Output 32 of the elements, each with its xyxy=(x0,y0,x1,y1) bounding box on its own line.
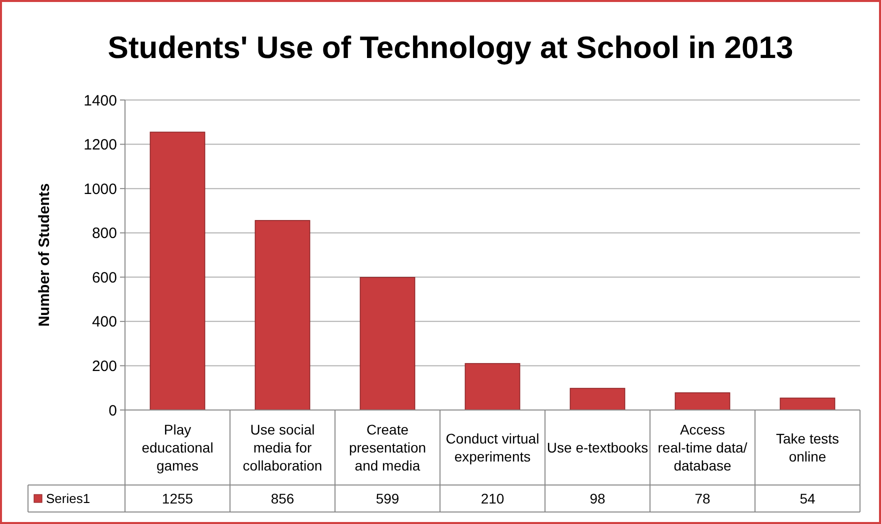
x-tick-label: Use e-textbooks xyxy=(546,439,648,456)
y-tick-label: 1400 xyxy=(84,92,117,110)
bar xyxy=(254,220,310,410)
data-label: 78 xyxy=(694,490,710,506)
y-tick-label: 0 xyxy=(108,402,117,420)
x-tick-label: Take tests online xyxy=(776,430,840,464)
data-label: 599 xyxy=(376,490,400,506)
bar xyxy=(674,392,730,410)
y-tick-label: 1200 xyxy=(84,136,117,154)
x-tick-label: Conduct virtual experiments xyxy=(446,430,540,464)
data-label: 856 xyxy=(270,490,294,506)
legend-label: Series1 xyxy=(46,491,90,506)
x-tick-label: Use social media for collaboration xyxy=(242,421,322,474)
y-tick-label: 600 xyxy=(92,269,117,286)
bar xyxy=(570,388,626,410)
data-label: 54 xyxy=(800,490,816,506)
data-label: 210 xyxy=(480,490,504,506)
bar xyxy=(780,398,836,410)
bar xyxy=(464,363,520,410)
x-tick-label: Access real-time data/ database xyxy=(658,421,748,474)
y-tick-label: 400 xyxy=(92,314,117,331)
bar xyxy=(150,132,206,410)
bar xyxy=(360,276,416,410)
data-label: 98 xyxy=(590,490,606,506)
y-tick-label: 1000 xyxy=(84,180,117,198)
y-tick-label: 800 xyxy=(92,225,117,242)
chart-title: Students' Use of Technology at School in 2013 xyxy=(108,30,794,65)
x-tick-label: Play educational games xyxy=(142,421,214,474)
x-tick-label: Create presentation and media xyxy=(348,421,426,474)
y-axis-title: Number of Students xyxy=(36,183,53,327)
data-label: 1255 xyxy=(162,490,194,506)
y-tick-label: 200 xyxy=(92,358,117,375)
